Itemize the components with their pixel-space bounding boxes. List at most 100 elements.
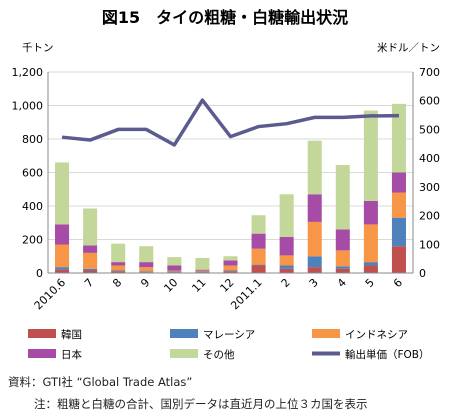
x-tick-label: 6 (391, 276, 405, 290)
bar-segment (335, 266, 350, 269)
right-axis-unit: 米ドル／トン (377, 41, 440, 54)
right-tick-label: 500 (419, 123, 440, 136)
x-tick-label: 12 (218, 276, 237, 295)
bar-segment (335, 268, 350, 273)
bar-segment (335, 164, 350, 230)
legend-swatch (170, 349, 198, 358)
bar-segment (83, 270, 98, 273)
bar-segment (223, 271, 238, 273)
bar-segment (111, 262, 126, 266)
bar-segment (139, 262, 154, 268)
bar-segment (139, 271, 154, 273)
gridlines (48, 71, 413, 274)
bar-segment (279, 268, 294, 273)
bar-segment (111, 270, 126, 272)
source-note: 資料：GTI社 “Global Trade Atlas” (8, 375, 193, 389)
bar-segment (83, 245, 98, 253)
x-tick-label: 7 (82, 276, 96, 290)
footnote: 注：粗糖と白糖の合計、国別データは直近月の上位３カ国を表示 (34, 397, 368, 411)
bar-segment (111, 271, 126, 273)
bar-segment (55, 269, 70, 273)
bar-segment (167, 271, 182, 273)
x-tick-label: 5 (363, 276, 377, 290)
bar-segment (251, 215, 266, 234)
right-tick-label: 0 (419, 267, 426, 280)
bar-segment (223, 265, 238, 271)
bar-segment (111, 243, 126, 263)
bar-segment (223, 270, 238, 272)
x-tick-label: 11 (189, 276, 208, 295)
bar-segment (363, 224, 378, 263)
bar-segment (391, 246, 406, 273)
bar-segment (55, 267, 70, 270)
bar-segment (335, 250, 350, 267)
bar-segment (251, 248, 266, 265)
bar-segment (195, 270, 210, 272)
right-tick-label: 600 (419, 95, 440, 108)
right-tick-label: 400 (419, 152, 440, 165)
legend-label: インドネシア (345, 329, 408, 341)
left-tick-label: 800 (22, 133, 43, 146)
right-tick-label: 100 (419, 238, 440, 251)
bar-segment (391, 192, 406, 218)
bar-segment (251, 265, 266, 273)
left-axis-unit: 千トン (22, 42, 54, 54)
x-tick-label: 8 (110, 276, 124, 290)
legend-swatch (312, 329, 340, 338)
bar-segment (335, 229, 350, 251)
left-tick-label: 600 (22, 167, 43, 180)
bar-segment (279, 236, 294, 256)
bar-segment (251, 233, 266, 249)
x-tick-label: 9 (138, 276, 152, 290)
bar-segment (251, 264, 266, 266)
legend-label: 輸出単価（FOB） (345, 348, 430, 361)
chart-title: 図15 タイの粗糖・白糖輸出状況 (102, 8, 348, 27)
bar-segment (279, 194, 294, 237)
bar-segment (167, 270, 182, 272)
left-tick-label: 400 (22, 200, 43, 213)
legend-label: マレーシア (203, 329, 255, 341)
bar-segment (223, 260, 238, 266)
bar-segment (307, 221, 322, 257)
legend-swatch (170, 329, 198, 338)
bar-segment (83, 252, 98, 269)
bar-segment (195, 269, 210, 271)
legend-label: 日本 (61, 348, 82, 361)
bar-segment (55, 224, 70, 245)
bar-segment (55, 162, 70, 225)
bar-segment (83, 268, 98, 271)
bar-segment (363, 110, 378, 201)
x-tick-label: 10 (161, 276, 180, 295)
left-tick-label: 0 (36, 267, 43, 280)
left-tick-label: 1,200 (12, 66, 44, 79)
bar-segment (307, 267, 322, 273)
bar-segment (307, 140, 322, 195)
bar-segment (139, 267, 154, 272)
right-tick-label: 700 (419, 66, 440, 79)
bar-segment (167, 257, 182, 266)
legend-label: その他 (203, 348, 235, 361)
x-tick-label: 2011.1 (228, 276, 264, 312)
bar-segment (195, 271, 210, 273)
bar-segment (83, 208, 98, 246)
legend-label: 韓国 (61, 329, 82, 341)
legend-swatch (28, 329, 56, 338)
legend-swatch (28, 349, 56, 358)
bar-segment (363, 200, 378, 225)
bar-segment (391, 172, 406, 193)
price-line (61, 98, 399, 147)
bar-segment (111, 265, 126, 271)
x-tick-label: 2010.6 (32, 276, 68, 312)
bar-segment (307, 256, 322, 268)
left-tick-label: 1,000 (12, 100, 44, 113)
bar-segment (279, 255, 294, 266)
bar-series (55, 103, 406, 273)
left-tick-label: 200 (22, 234, 43, 247)
bar-segment (391, 217, 406, 247)
price-line-series (61, 98, 399, 147)
bar-segment (167, 265, 182, 271)
bar-segment (279, 265, 294, 269)
bar-segment (223, 256, 238, 261)
bar-segment (139, 246, 154, 263)
